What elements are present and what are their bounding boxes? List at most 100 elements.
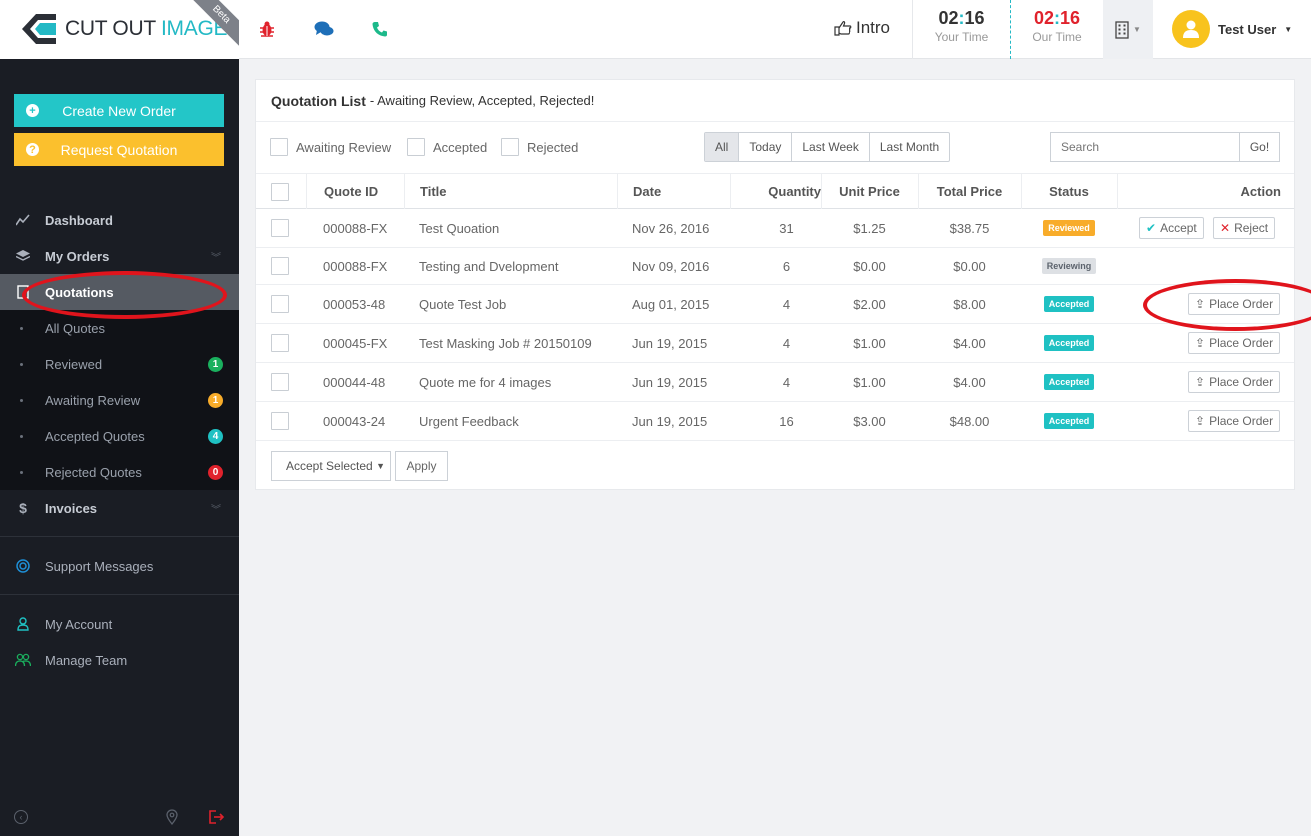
place-order-button[interactable]: ⇪ Place Order [1188,410,1281,432]
status-badge: Reviewing [1041,258,1097,274]
column-header-action: Action [1240,184,1281,199]
sidebar-item-quotations[interactable]: Quotations [0,274,239,310]
logo[interactable]: CUT OUT IMAGE Beta [0,0,239,59]
bullet [20,470,23,474]
column-header-status[interactable]: Status [1049,184,1089,199]
range-last-month-button[interactable]: Last Month [868,133,949,161]
sidebar-item-rejected-quotes[interactable]: Rejected Quotes 0 [0,454,239,490]
table-row: 000088-FX Test Quoation Nov 26, 2016 31 … [256,209,1294,248]
sidebar-item-support-messages[interactable]: Support Messages [0,548,239,584]
avatar [1172,10,1210,48]
count-badge: 0 [208,464,223,480]
bullet [20,398,23,402]
collapse-sidebar-icon[interactable]: ‹ [14,810,28,824]
column-header-total-price[interactable]: Total Price [936,184,1003,199]
quotations-submenu: All Quotes Reviewed 1 Awaiting Review 1 … [0,310,239,490]
range-all-button[interactable]: All [705,133,739,161]
create-new-order-button[interactable]: + Create New Order [14,94,224,127]
reject-button[interactable]: ✕ Reject [1213,217,1276,239]
intro-button[interactable]: Intro [834,18,890,38]
table-row: 000044-48 Quote me for 4 images Jun 19, … [256,363,1294,402]
status-badge: Reviewed [1043,220,1095,236]
users-icon [15,652,31,668]
row-checkbox[interactable] [271,363,289,401]
table-row: 000043-24 Urgent Feedback Jun 19, 2015 1… [256,402,1294,441]
chevron-down-icon: ︾ [211,504,221,516]
row-checkbox[interactable] [271,248,289,284]
logo-mark-icon [22,14,56,44]
sidebar-item-reviewed[interactable]: Reviewed 1 [0,346,239,382]
total-price: $8.00 [953,296,986,312]
check-icon: ✔ [1146,221,1157,235]
request-quotation-button[interactable]: ? Request Quotation [14,133,224,166]
column-header-quote-id[interactable]: Quote ID [324,184,379,199]
accept-button[interactable]: ✔ Accept [1139,217,1204,239]
column-divider [306,174,307,209]
caret-down-icon: ▼ [1133,25,1141,34]
bullet [20,362,23,366]
column-header-quantity[interactable]: Quantity [768,184,821,199]
date-range-toggle: All Today Last Week Last Month [704,132,951,162]
range-last-week-button[interactable]: Last Week [791,133,868,161]
checkbox[interactable] [270,138,288,156]
search-input[interactable] [1050,132,1239,162]
bullet [20,434,23,438]
column-divider [617,174,618,209]
company-switcher[interactable]: ▼ [1103,0,1153,59]
sidebar-item-dashboard[interactable]: Dashboard [0,202,239,238]
bulk-action-select[interactable]: Accept Selected ▼ [271,451,391,481]
our-time: 02:16 Our Time [1032,8,1082,44]
chat-icon[interactable] [313,18,335,40]
apply-button[interactable]: Apply [395,451,448,481]
close-icon: ✕ [1220,221,1231,235]
unit-price: $1.00 [853,374,886,390]
column-divider [404,174,405,209]
sidebar-item-manage-team[interactable]: Manage Team [0,642,239,678]
quote-id: 000053-48 [323,296,386,312]
sidebar-item-my-orders[interactable]: My Orders ︾ [0,238,239,274]
row-checkbox[interactable] [271,402,289,440]
filter-awaiting-review[interactable]: Awaiting Review [270,138,391,156]
sidebar-item-my-account[interactable]: My Account [0,606,239,642]
range-today-button[interactable]: Today [738,133,791,161]
column-header-date[interactable]: Date [633,184,662,199]
user-icon [1183,20,1199,38]
row-checkbox[interactable] [271,209,289,247]
divider [0,594,239,595]
column-header-title[interactable]: Title [420,184,447,199]
checkbox[interactable] [407,138,425,156]
place-order-button[interactable]: ⇪ Place Order [1188,332,1281,354]
search-go-button[interactable]: Go! [1239,132,1280,162]
bug-icon[interactable] [256,18,278,40]
filter-accepted[interactable]: Accepted [407,138,487,156]
place-order-button[interactable]: ⇪ Place Order [1188,371,1281,393]
sidebar-item-invoices[interactable]: $ Invoices ︾ [0,490,239,526]
sidebar-item-all-quotes[interactable]: All Quotes [0,310,239,346]
user-menu[interactable]: Test User ▼ [1172,10,1292,48]
quote-id: 000044-48 [323,374,386,390]
sidebar-item-awaiting-review[interactable]: Awaiting Review 1 [0,382,239,418]
quote-date: Jun 19, 2015 [632,413,708,429]
table-header: Quote ID Title Date Quantity Unit Price … [256,173,1294,209]
table-row: 000045-FX Test Masking Job # 20150109 Ju… [256,324,1294,363]
quote-quantity: 4 [782,374,791,390]
column-divider [1117,174,1118,209]
column-header-unit-price[interactable]: Unit Price [839,184,900,199]
unit-price: $2.00 [853,296,886,312]
select-all-checkbox[interactable] [271,174,289,209]
checkbox[interactable] [501,138,519,156]
sidebar-item-accepted-quotes[interactable]: Accepted Quotes 4 [0,418,239,454]
quote-id: 000045-FX [323,335,388,351]
place-order-button[interactable]: ⇪ Place Order [1188,293,1281,315]
count-badge: 4 [208,428,223,444]
logout-icon[interactable] [209,810,225,827]
page-title: Quotation List [271,92,366,109]
filter-rejected[interactable]: Rejected [501,138,578,156]
divider [0,536,239,537]
row-checkbox[interactable] [271,285,289,323]
location-pin-icon[interactable] [166,809,178,828]
quote-title: Testing and Dvelopment [419,258,559,274]
quote-date: Nov 26, 2016 [632,220,710,236]
phone-icon[interactable] [369,18,391,40]
row-checkbox[interactable] [271,324,289,362]
